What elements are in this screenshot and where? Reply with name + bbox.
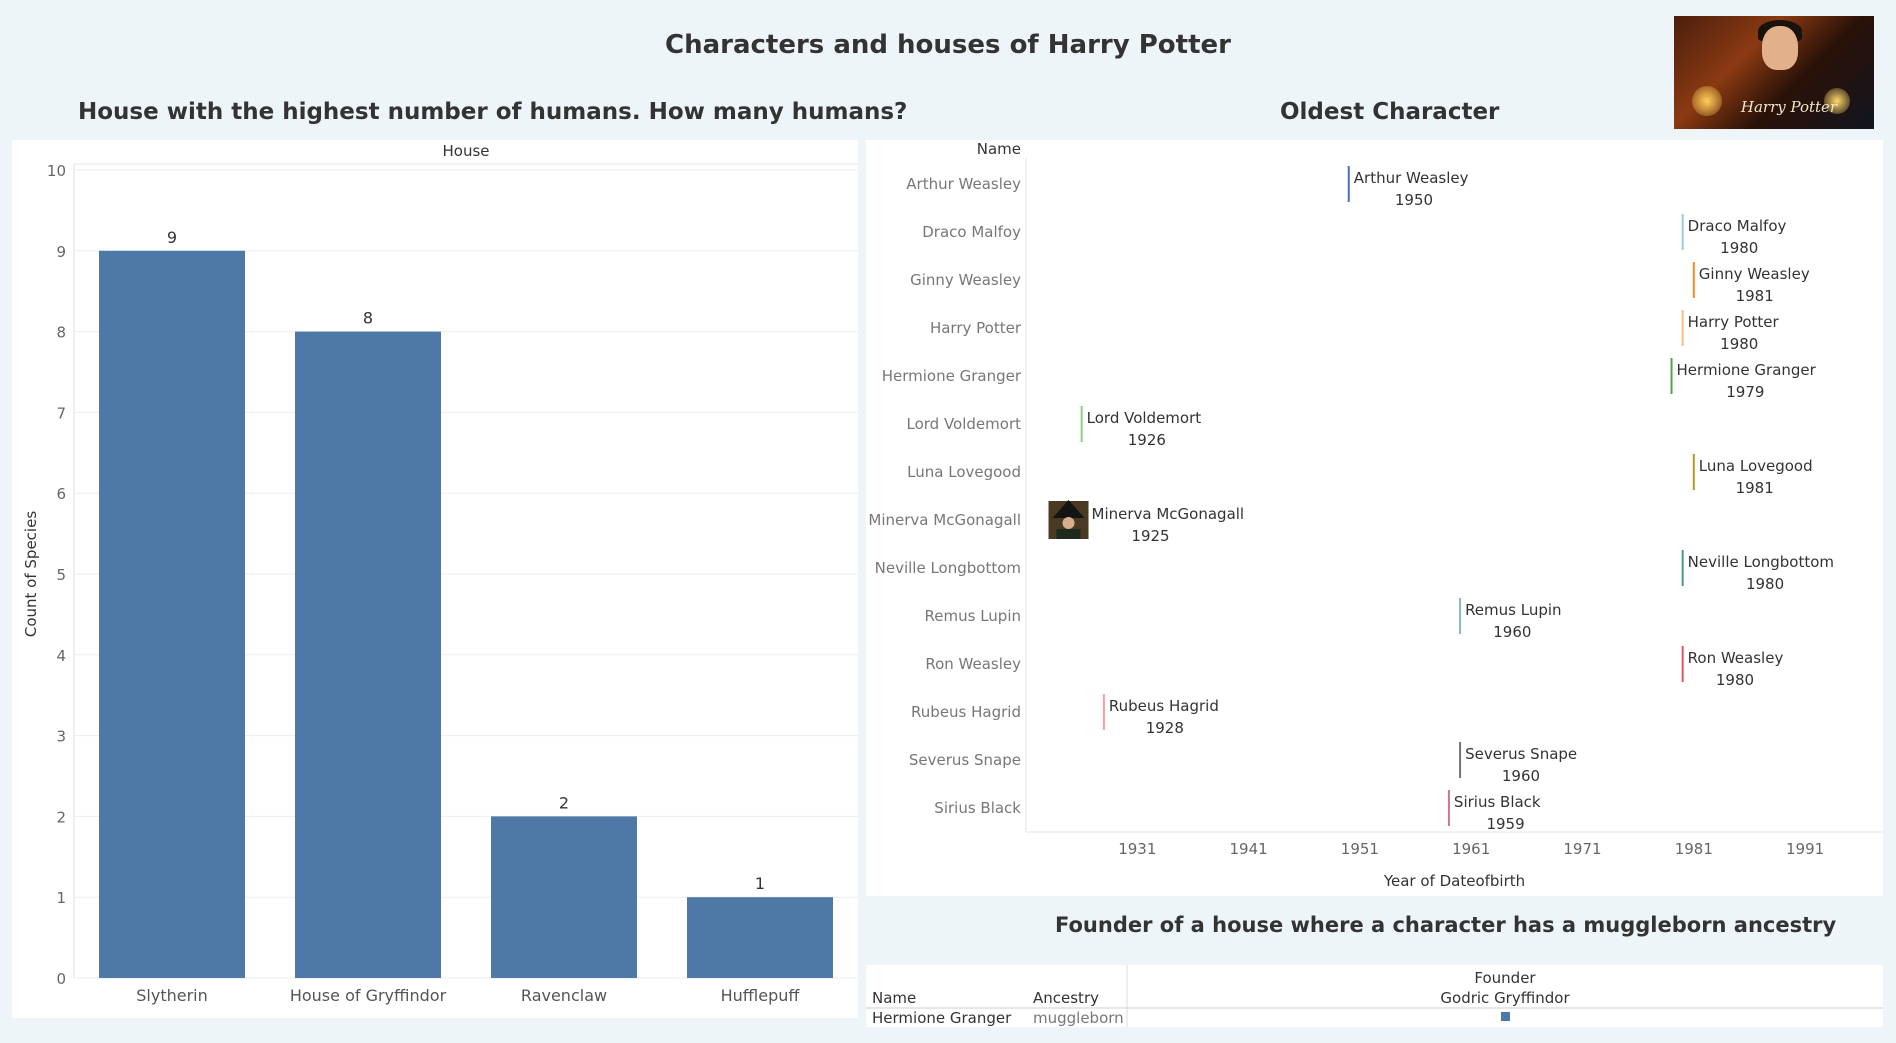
x-tick-label: 1961: [1452, 840, 1490, 858]
point-year-label: 1926: [1128, 431, 1166, 449]
bar-house-of-gryffindor: [295, 331, 441, 979]
y-tick-label: 2: [56, 808, 66, 826]
point-year-label: 1928: [1146, 719, 1184, 737]
house-column-header: House: [442, 142, 489, 160]
point-year-label: 1980: [1716, 671, 1754, 689]
point-year-label: 1959: [1486, 815, 1524, 833]
bar-ravenclaw: [491, 816, 637, 978]
point-year-label: 1980: [1746, 575, 1784, 593]
point-year-label: 1960: [1502, 767, 1540, 785]
y-tick-label: 7: [56, 404, 66, 422]
x-tick-label: 1981: [1675, 840, 1713, 858]
bar-slytherin: [99, 250, 245, 979]
timeline-chart-title: Oldest Character: [1280, 99, 1500, 125]
x-axis-label: Year of Dateofbirth: [1383, 872, 1525, 890]
point-name-label: Ron Weasley: [1688, 649, 1784, 667]
x-category-label: House of Gryffindor: [290, 986, 447, 1005]
dashboard-title: Characters and houses of Harry Potter: [665, 30, 1231, 60]
point-name-label: Ginny Weasley: [1699, 265, 1810, 283]
row-label-severus-snape: Severus Snape: [909, 751, 1021, 769]
bar-value-label: 8: [363, 309, 373, 328]
row-label-ginny-weasley: Ginny Weasley: [910, 271, 1021, 289]
row-label-lord-voldemort: Lord Voldemort: [907, 415, 1022, 433]
y-tick-label: 5: [56, 566, 66, 584]
portrait-face: [1062, 517, 1075, 529]
timeline-chart: Name Arthur Weasley Arthur Weasley 1950 Drac…: [868, 140, 1883, 890]
table-cell-founder-mark: [1501, 1012, 1510, 1021]
y-tick-label: 8: [56, 324, 66, 342]
point-name-label: Minerva McGonagall: [1092, 505, 1245, 523]
point-year-label: 1980: [1720, 335, 1758, 353]
x-category-label: Slytherin: [136, 986, 208, 1005]
y-tick-label: 3: [56, 728, 66, 746]
bar-chart: House 0 1 2 3 4 5 6 7 8 9 10 Count of Species 9 Slythe…: [22, 142, 858, 1005]
row-label-ron-weasley: Ron Weasley: [925, 655, 1021, 673]
y-axis-label: Count of Species: [22, 511, 40, 637]
harry-potter-poster-image: Harry Potter: [1674, 16, 1874, 129]
bar-chart-title: House with the highest number of humans.…: [78, 99, 908, 125]
point-year-label: 1960: [1493, 623, 1531, 641]
row-label-neville-longbottom: Neville Longbottom: [875, 559, 1021, 577]
row-label-arthur-weasley: Arthur Weasley: [906, 175, 1021, 193]
point-name-label: Severus Snape: [1465, 745, 1577, 763]
y-tick-label: 1: [56, 889, 66, 907]
y-tick-label: 9: [56, 243, 66, 261]
bar-hufflepuff: [687, 897, 833, 978]
point-name-label: Hermione Granger: [1677, 361, 1817, 379]
point-name-label: Harry Potter: [1688, 313, 1780, 331]
timeline-chart-panel: Name Arthur Weasley Arthur Weasley 1950 Drac…: [866, 140, 1883, 896]
x-tick-label: 1931: [1118, 840, 1156, 858]
point-name-label: Luna Lovegood: [1699, 457, 1813, 475]
point-name-label: Arthur Weasley: [1354, 169, 1469, 187]
bar-value-label: 9: [167, 228, 177, 247]
bar-value-label: 2: [559, 793, 569, 812]
point-name-label: Rubeus Hagrid: [1109, 697, 1219, 715]
point-name-label: Lord Voldemort: [1087, 409, 1202, 427]
point-year-label: 1925: [1131, 527, 1169, 545]
name-row-header: Name: [977, 140, 1021, 158]
x-tick-label: 1941: [1230, 840, 1268, 858]
x-category-label: Ravenclaw: [521, 986, 607, 1005]
row-label-sirius-black: Sirius Black: [934, 799, 1021, 817]
y-tick-label: 6: [56, 485, 66, 503]
table-cell-name: Hermione Granger: [872, 1009, 1012, 1027]
point-name-label: Draco Malfoy: [1688, 217, 1787, 235]
point-name-label: Remus Lupin: [1465, 601, 1561, 619]
bar-value-label: 1: [755, 874, 765, 893]
row-label-remus-lupin: Remus Lupin: [925, 607, 1021, 625]
point-year-label: 1980: [1720, 239, 1758, 257]
poster-logo: Harry Potter: [1740, 98, 1838, 116]
row-label-hermione-granger: Hermione Granger: [882, 367, 1022, 385]
ancestry-column-header: Ancestry: [1033, 989, 1099, 1007]
y-tick-label: 0: [56, 970, 66, 988]
point-year-label: 1950: [1395, 191, 1433, 209]
row-label-rubeus-hagrid: Rubeus Hagrid: [911, 703, 1021, 721]
table-cell-ancestry: muggleborn: [1033, 1009, 1124, 1027]
x-tick-label: 1991: [1786, 840, 1824, 858]
row-label-minerva-mcgonagall: Minerva McGonagall: [868, 511, 1021, 529]
point-year-label: 1981: [1736, 287, 1774, 305]
y-tick-label: 10: [47, 162, 66, 180]
founder-header-value: Godric Gryffindor: [1440, 989, 1570, 1007]
point-name-label: Neville Longbottom: [1688, 553, 1834, 571]
portrait-hat: [1052, 500, 1085, 518]
row-label-harry-potter: Harry Potter: [930, 319, 1022, 337]
bar-chart-panel: House 0 1 2 3 4 5 6 7 8 9 10 Count of Species 9 Slythe…: [12, 140, 858, 1018]
y-tick-label: 4: [56, 647, 66, 665]
x-tick-label: 1951: [1341, 840, 1379, 858]
founder-table-panel: Founder Godric Gryffindor Name Ancestry Herm…: [866, 965, 1883, 1027]
founder-header-label: Founder: [1474, 969, 1536, 987]
row-label-luna-lovegood: Luna Lovegood: [907, 463, 1021, 481]
x-category-label: Hufflepuff: [721, 986, 801, 1005]
founder-table-title: Founder of a house where a character has…: [1055, 913, 1837, 937]
name-column-header: Name: [872, 989, 916, 1007]
x-tick-label: 1971: [1563, 840, 1601, 858]
point-year-label: 1979: [1726, 383, 1764, 401]
founder-table: Founder Godric Gryffindor Name Ancestry Herm…: [866, 965, 1883, 1027]
minerva-portrait-image: [1048, 500, 1089, 539]
point-name-label: Sirius Black: [1454, 793, 1541, 811]
point-year-label: 1981: [1736, 479, 1774, 497]
row-label-draco-malfoy: Draco Malfoy: [922, 223, 1021, 241]
portrait-robe: [1056, 529, 1081, 539]
